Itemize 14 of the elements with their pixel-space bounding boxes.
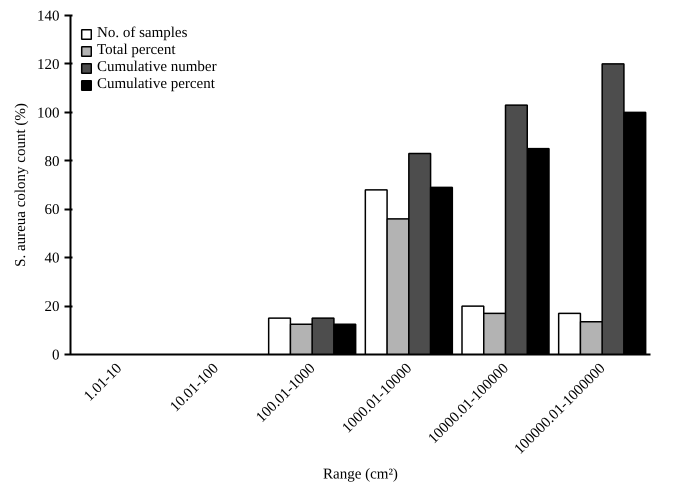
y-tick-label: 120 [37, 56, 60, 73]
legend-label: Cumulative percent [97, 76, 215, 93]
y-tick-label: 60 [44, 202, 60, 218]
y-tick-label: 100 [37, 105, 60, 122]
x-axis-title: Range (cm²) [323, 466, 398, 482]
legend-label: No. of samples [97, 25, 188, 42]
y-axis-title: S. aureua colony count (%) [13, 103, 29, 267]
y-tick-label: 40 [44, 250, 60, 267]
y-tick-label: 20 [44, 299, 60, 316]
y-tick-label: 0 [52, 348, 60, 364]
y-tick-label: 80 [44, 154, 60, 170]
legend-label: Total percent [97, 42, 176, 59]
y-tick-label: 140 [37, 8, 60, 24]
legend-label: Cumulative number [97, 59, 217, 76]
